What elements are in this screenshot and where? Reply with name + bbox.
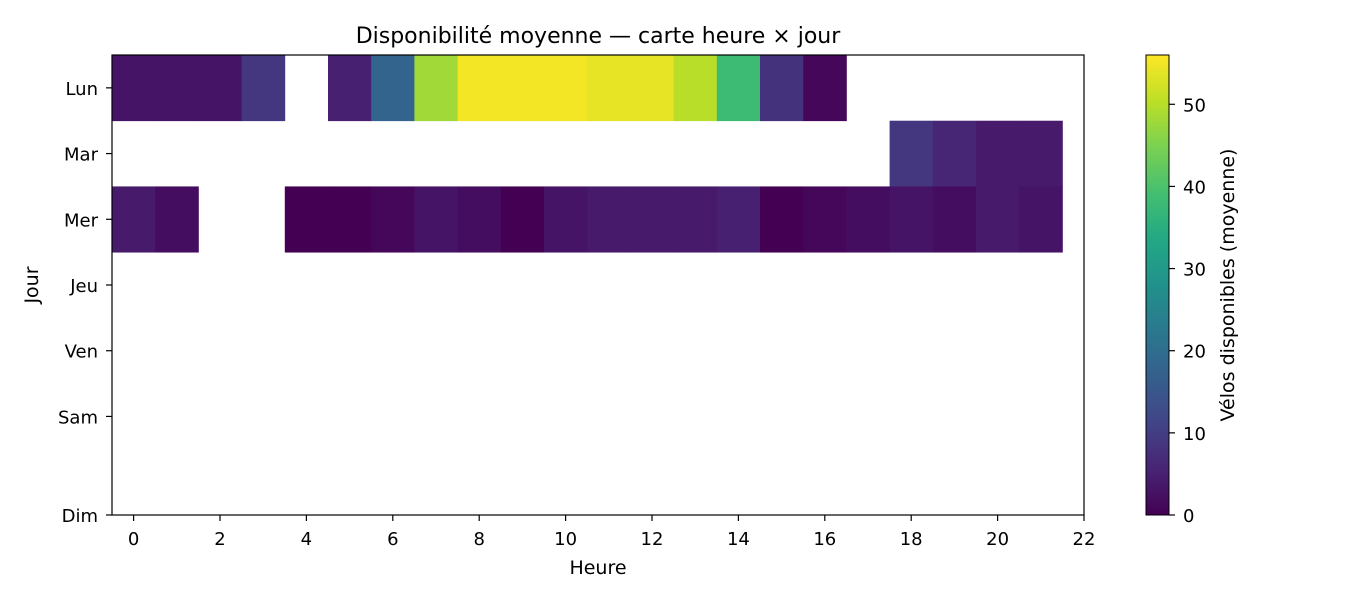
- y-tick-label: Jeu: [69, 276, 98, 297]
- heatmap-cell: [587, 55, 631, 122]
- heatmap-cell: [716, 186, 761, 253]
- heatmap-cell: [1019, 120, 1063, 187]
- heatmap-cell: [932, 186, 977, 253]
- heatmap-cell: [112, 186, 156, 253]
- heatmap-cell: [803, 186, 847, 253]
- heatmap-cell: [112, 55, 156, 122]
- heatmap-cell: [414, 55, 458, 122]
- x-tick-label: 14: [727, 529, 750, 550]
- heatmap-cell: [889, 186, 934, 253]
- y-tick-label: Sam: [58, 407, 98, 428]
- heatmap-cell: [716, 55, 761, 122]
- colorbar-label: Vélos disponibles (moyenne): [1217, 149, 1239, 422]
- colorbar-tick-label: 0: [1183, 506, 1194, 527]
- heatmap-cell: [371, 55, 415, 122]
- x-tick-label: 16: [813, 529, 836, 550]
- colorbar-tick-label: 30: [1183, 260, 1206, 281]
- x-tick-label: 10: [554, 529, 577, 550]
- heatmap-cell: [889, 120, 934, 187]
- heatmap-cell: [932, 120, 977, 187]
- heatmap-cell: [500, 186, 545, 253]
- heatmap-cells: [112, 55, 1063, 253]
- colorbar-tick-label: 40: [1183, 177, 1206, 198]
- heatmap-cell: [155, 186, 199, 253]
- colorbar-tick-label: 10: [1183, 424, 1206, 445]
- y-tick-label: Lun: [65, 79, 98, 100]
- x-axis-label: Heure: [569, 557, 626, 579]
- heatmap-cell: [544, 55, 588, 122]
- x-tick-label: 18: [900, 529, 923, 550]
- heatmap-cell: [198, 55, 242, 122]
- heatmap-cell: [587, 186, 631, 253]
- heatmap-cell: [500, 55, 545, 122]
- heatmap-cell: [414, 186, 458, 253]
- heatmap-cell: [371, 186, 415, 253]
- x-tick-label: 12: [641, 529, 664, 550]
- heatmap-cell: [630, 55, 674, 122]
- heatmap-cell: [284, 186, 329, 253]
- colorbar-ticks: 0 10 20 30 40 50: [1169, 95, 1206, 527]
- heatmap-cell: [241, 55, 286, 122]
- heatmap-cell: [760, 55, 804, 122]
- x-tick-label: 4: [301, 529, 312, 550]
- x-tick-label: 8: [473, 529, 484, 550]
- x-tick-label: 2: [214, 529, 225, 550]
- y-tick-label: Dim: [62, 506, 98, 527]
- heatmap-cell: [673, 55, 718, 122]
- heatmap-cell: [976, 120, 1020, 187]
- y-tick-label: Mer: [64, 210, 99, 231]
- heatmap-cell: [544, 186, 588, 253]
- heatmap-cell: [803, 55, 847, 122]
- heatmap-cell: [976, 186, 1020, 253]
- heatmap-cell: [846, 186, 890, 253]
- heatmap-cell: [1019, 186, 1063, 253]
- colorbar-tick-label: 50: [1183, 95, 1206, 116]
- colorbar: [1145, 54, 1170, 516]
- y-axis-label: Jour: [21, 266, 43, 304]
- heatmap-cell: [155, 55, 199, 122]
- x-tick-label: 6: [387, 529, 398, 550]
- heatmap-cell: [328, 55, 372, 122]
- heatmap-cell: [457, 186, 502, 253]
- heatmap-cell: [760, 186, 804, 253]
- y-axis-ticks: Lun Mar Mer Jeu Ven Sam Dim: [58, 79, 112, 527]
- y-tick-label: Mar: [64, 145, 99, 166]
- x-tick-label: 0: [128, 529, 139, 550]
- x-axis-ticks: 0 2 4 6 8 10 12 14 16 18 20 22: [128, 515, 1096, 550]
- heatmap-cell: [328, 186, 372, 253]
- heatmap-cell: [630, 186, 674, 253]
- x-tick-label: 22: [1073, 529, 1096, 550]
- y-tick-label: Ven: [65, 342, 98, 363]
- heatmap-cell: [457, 55, 502, 122]
- colorbar-tick-label: 20: [1183, 342, 1206, 363]
- heatmap-cell: [673, 186, 718, 253]
- x-tick-label: 20: [986, 529, 1009, 550]
- chart-title: Disponibilité moyenne — carte heure × jo…: [356, 24, 842, 49]
